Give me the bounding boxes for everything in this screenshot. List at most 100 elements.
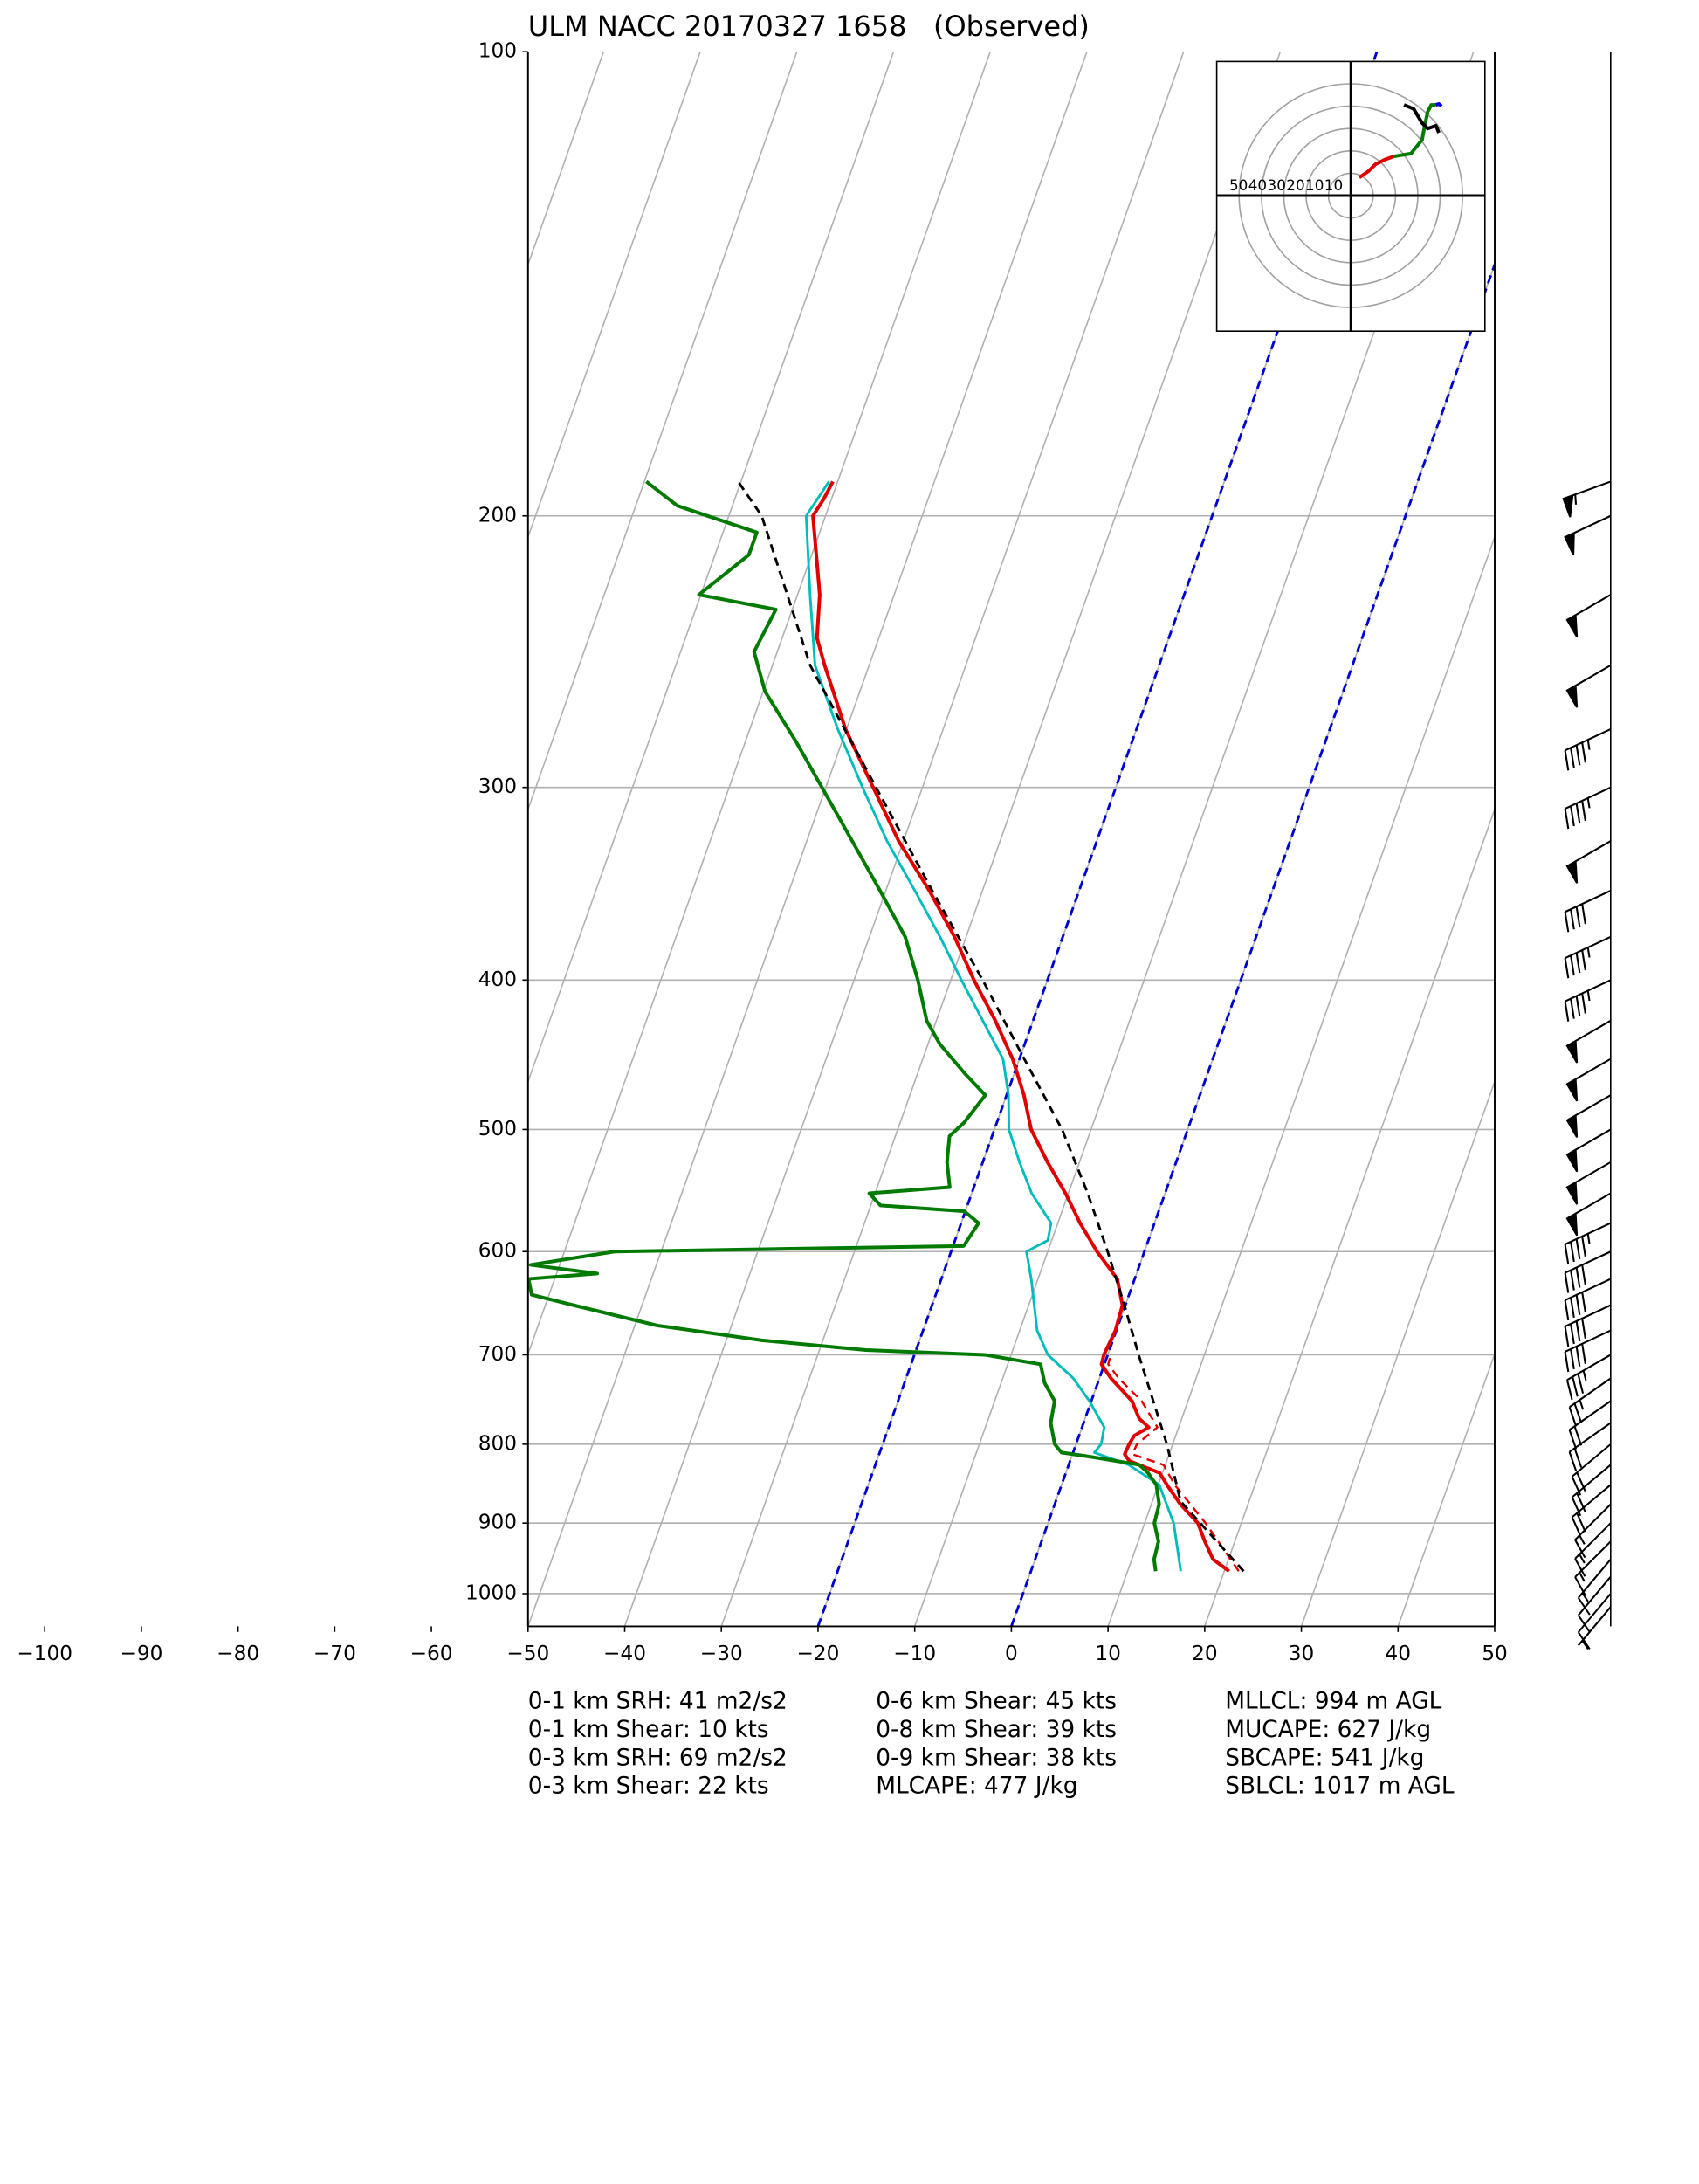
stat-text: 0-3 km Shear: 22 kts: [528, 1773, 769, 1800]
wind-barb: [1577, 1606, 1612, 1650]
x-tick-label: −60: [410, 1642, 453, 1665]
wind-barb: [1565, 1019, 1612, 1064]
hodograph-trace: [1403, 103, 1441, 134]
profile-line: [1107, 1354, 1240, 1572]
wind-barb: [1564, 1250, 1612, 1293]
wind-barb: [1577, 1593, 1612, 1650]
x-tick-label: −40: [603, 1642, 646, 1665]
x-tick-label: −10: [893, 1642, 936, 1665]
wind-barb: [1577, 1558, 1612, 1616]
wind-barb: [1565, 1094, 1612, 1138]
wind-barb: [1562, 480, 1612, 518]
hodograph-ring-label: 10: [1324, 176, 1343, 194]
x-tick-label: 20: [1192, 1642, 1218, 1665]
x-tick-label: −30: [700, 1642, 743, 1665]
profile-line: [804, 480, 1182, 1572]
wind-barb: [1564, 979, 1612, 1022]
wind-barb: [1564, 786, 1612, 830]
x-tick-label: 10: [1095, 1642, 1121, 1665]
y-tick-label: 800: [478, 1431, 517, 1455]
isotherm-grid-line: [527, 52, 895, 1085]
wind-barb: [1565, 664, 1612, 708]
x-tick-label: 50: [1482, 1642, 1508, 1665]
wind-barb: [1565, 1192, 1612, 1237]
hodograph: 50 40 30 20 10 10: [1215, 60, 1486, 333]
stat-text: MUCAPE: 627 J/kg: [1225, 1716, 1431, 1743]
stat-text: 0-3 km SRH: 69 m2/s2: [528, 1744, 788, 1771]
stat-text: 0-9 km Shear: 38 kts: [876, 1744, 1117, 1771]
stat-text: SBCAPE: 541 J/kg: [1225, 1744, 1424, 1771]
statistics: 0-1 km SRH: 41 m2/s20-1 km Shear: 10 kts…: [528, 1687, 1455, 1799]
isotherm-grid-line: [1397, 1352, 1496, 1627]
isotherm-grid-line: [720, 52, 1282, 1627]
x-tick-label: −90: [120, 1642, 162, 1665]
y-tick-label: 400: [478, 968, 517, 991]
y-tick-label: 700: [478, 1342, 517, 1366]
wind-barb: [1568, 1400, 1612, 1450]
x-tick-label: −50: [506, 1642, 549, 1665]
stat-text: 0-1 km SRH: 41 m2/s2: [528, 1687, 788, 1714]
wind-barb: [1564, 728, 1612, 771]
wind-barb: [1574, 1522, 1612, 1577]
wind-barb: [1565, 840, 1612, 884]
y-tick-label: 900: [478, 1511, 517, 1534]
x-tick-label: −80: [217, 1642, 259, 1665]
y-tick-label: 1000: [465, 1581, 517, 1604]
isotherm-grid-line: [527, 52, 701, 540]
isotherm-grid-line: [1204, 807, 1496, 1627]
y-tick-label: 600: [478, 1239, 517, 1263]
hodograph-ring-label: 20: [1286, 176, 1304, 194]
hodograph-ring-label: 50: [1229, 176, 1248, 194]
hodograph-trace: [1358, 155, 1394, 179]
wind-barb: [1564, 889, 1612, 933]
profile-line: [811, 480, 1230, 1573]
wind-barb: [1565, 1354, 1612, 1401]
isotherm-grid-line: [1107, 534, 1496, 1627]
x-tick-label: −20: [796, 1642, 839, 1665]
hodograph-trace: [1434, 102, 1443, 108]
x-tick-label: 30: [1289, 1642, 1315, 1665]
wind-barb: [1568, 1377, 1612, 1427]
y-tick-label: 500: [478, 1117, 517, 1140]
chart-title: ULM NACC 20170327 1658 (Observed): [528, 10, 1090, 43]
y-tick-label: 300: [478, 775, 517, 798]
hodograph-plot: [1216, 61, 1485, 332]
x-tick-label: 40: [1386, 1642, 1412, 1665]
wind-barb: [1565, 1058, 1612, 1102]
stat-text: 0-1 km Shear: 10 kts: [528, 1716, 769, 1743]
wind-barb: [1564, 514, 1612, 555]
wind-barb: [1565, 594, 1612, 637]
wind-barbs: [1562, 52, 1612, 1650]
isotherm-grid-line: [527, 52, 798, 812]
wind-barb: [1571, 1464, 1612, 1517]
wind-barb: [1571, 1484, 1612, 1537]
wind-barb: [1564, 1222, 1612, 1265]
stat-text: SBLCL: 1017 m AGL: [1225, 1773, 1455, 1800]
wind-barb: [1564, 935, 1612, 979]
wind-barb: [1564, 1278, 1612, 1321]
wind-barb: [1565, 1161, 1612, 1205]
x-tick-label: −70: [313, 1642, 356, 1665]
x-tick-label: −100: [17, 1642, 72, 1665]
wind-barb: [1568, 1422, 1612, 1471]
stat-text: 0-8 km Shear: 39 kts: [876, 1716, 1117, 1743]
wind-barb: [1574, 1503, 1612, 1559]
axes: −100 −90 −80 −70 −60 −50 −40 −30 −20 −10 0 10 20 30 40…: [17, 39, 1507, 1665]
hodograph-ring-label: 10: [1305, 176, 1324, 194]
x-tick-label: 0: [1005, 1642, 1018, 1665]
y-tick-label: 200: [478, 503, 517, 527]
isotherm-grid-line: [1300, 1079, 1496, 1627]
profile-line: [737, 480, 1245, 1573]
wind-barb: [1564, 1329, 1612, 1373]
y-tick-label: 100: [478, 39, 517, 63]
isotherm-grid-line: [527, 52, 991, 1356]
stat-text: MLLCL: 994 m AGL: [1225, 1687, 1441, 1714]
skewt-chart: ULM NACC 20170327 1658 (Observed) −100 −9…: [17, 10, 1612, 1800]
wind-barb: [1565, 1128, 1612, 1173]
isotherm-grid-line: [527, 52, 1088, 1627]
hodograph-ring-label: 30: [1268, 176, 1286, 194]
stat-text: 0-6 km Shear: 45 kts: [876, 1687, 1117, 1714]
profile-line: [527, 479, 1161, 1572]
